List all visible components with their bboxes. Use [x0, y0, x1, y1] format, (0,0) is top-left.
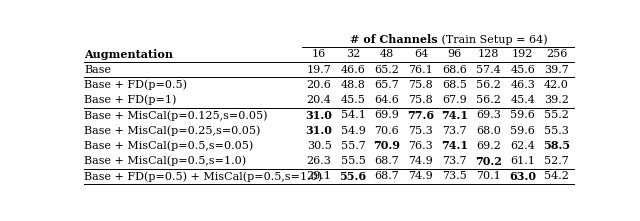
Text: Base + MisCal(p=0.125,s=0.05): Base + MisCal(p=0.125,s=0.05)	[84, 110, 268, 121]
Text: 192: 192	[512, 50, 533, 59]
Text: 54.9: 54.9	[340, 126, 365, 136]
Text: 46.3: 46.3	[510, 80, 535, 90]
Text: 75.8: 75.8	[408, 80, 433, 90]
Text: 73.7: 73.7	[442, 126, 467, 136]
Text: 54.2: 54.2	[544, 171, 569, 181]
Text: 56.2: 56.2	[476, 80, 501, 90]
Text: 67.9: 67.9	[442, 95, 467, 105]
Text: 65.7: 65.7	[374, 80, 399, 90]
Text: Base: Base	[84, 65, 111, 75]
Text: 70.9: 70.9	[374, 140, 401, 151]
Text: 74.1: 74.1	[442, 140, 468, 151]
Text: 62.4: 62.4	[510, 141, 535, 151]
Text: 55.6: 55.6	[339, 171, 367, 182]
Text: 96: 96	[448, 50, 462, 59]
Text: 68.7: 68.7	[374, 156, 399, 166]
Text: 64.6: 64.6	[374, 95, 399, 105]
Text: 45.5: 45.5	[340, 95, 365, 105]
Text: (Train Setup = 64): (Train Setup = 64)	[438, 34, 547, 44]
Text: 59.6: 59.6	[510, 126, 535, 136]
Text: 57.4: 57.4	[476, 65, 501, 75]
Text: 256: 256	[546, 50, 567, 59]
Text: 65.2: 65.2	[374, 65, 399, 75]
Text: 75.3: 75.3	[408, 126, 433, 136]
Text: 74.1: 74.1	[442, 110, 468, 121]
Text: 63.0: 63.0	[509, 171, 536, 182]
Text: Base + MisCal(p=0.5,s=1.0): Base + MisCal(p=0.5,s=1.0)	[84, 156, 246, 166]
Text: 30.5: 30.5	[307, 141, 332, 151]
Text: 128: 128	[478, 50, 499, 59]
Text: Base + FD(p=0.5): Base + FD(p=0.5)	[84, 80, 187, 90]
Text: 69.3: 69.3	[476, 110, 501, 120]
Text: 45.6: 45.6	[510, 65, 535, 75]
Text: 68.5: 68.5	[442, 80, 467, 90]
Text: 31.0: 31.0	[306, 110, 333, 121]
Text: Augmentation: Augmentation	[84, 49, 173, 60]
Text: 48: 48	[380, 50, 394, 59]
Text: # of Channels: # of Channels	[350, 34, 438, 45]
Text: Base + FD(p=0.5) + MisCal(p=0.5,s=1.0): Base + FD(p=0.5) + MisCal(p=0.5,s=1.0)	[84, 171, 322, 182]
Text: 70.6: 70.6	[374, 126, 399, 136]
Text: 45.4: 45.4	[510, 95, 535, 105]
Text: 54.1: 54.1	[340, 110, 365, 120]
Text: 64: 64	[414, 50, 428, 59]
Text: 59.6: 59.6	[510, 110, 535, 120]
Text: 42.0: 42.0	[544, 80, 569, 90]
Text: 55.3: 55.3	[544, 126, 569, 136]
Text: 20.6: 20.6	[307, 80, 332, 90]
Text: 55.7: 55.7	[340, 141, 365, 151]
Text: 31.0: 31.0	[306, 125, 333, 136]
Text: 29.1: 29.1	[307, 171, 332, 181]
Text: 32: 32	[346, 50, 360, 59]
Text: Base + MisCal(p=0.5,s=0.05): Base + MisCal(p=0.5,s=0.05)	[84, 141, 253, 151]
Text: 26.3: 26.3	[307, 156, 332, 166]
Text: 68.6: 68.6	[442, 65, 467, 75]
Text: 76.3: 76.3	[408, 141, 433, 151]
Text: 74.9: 74.9	[408, 156, 433, 166]
Text: 58.5: 58.5	[543, 140, 570, 151]
Text: 73.7: 73.7	[442, 156, 467, 166]
Text: 52.7: 52.7	[544, 156, 569, 166]
Text: 75.8: 75.8	[408, 95, 433, 105]
Text: 55.2: 55.2	[544, 110, 569, 120]
Text: 70.1: 70.1	[476, 171, 501, 181]
Text: 39.7: 39.7	[544, 65, 569, 75]
Text: 48.8: 48.8	[340, 80, 365, 90]
Text: 20.4: 20.4	[307, 95, 332, 105]
Text: 68.0: 68.0	[476, 126, 501, 136]
Text: 73.5: 73.5	[442, 171, 467, 181]
Text: 39.2: 39.2	[544, 95, 569, 105]
Text: Base + FD(p=1): Base + FD(p=1)	[84, 95, 177, 105]
Text: 55.5: 55.5	[340, 156, 365, 166]
Text: 68.7: 68.7	[374, 171, 399, 181]
Text: 69.2: 69.2	[476, 141, 501, 151]
Text: 46.6: 46.6	[340, 65, 365, 75]
Text: 74.9: 74.9	[408, 171, 433, 181]
Text: 70.2: 70.2	[476, 156, 502, 167]
Text: 76.1: 76.1	[408, 65, 433, 75]
Text: 61.1: 61.1	[510, 156, 535, 166]
Text: 69.9: 69.9	[374, 110, 399, 120]
Text: 19.7: 19.7	[307, 65, 332, 75]
Text: 56.2: 56.2	[476, 95, 501, 105]
Text: 77.6: 77.6	[407, 110, 435, 121]
Text: 16: 16	[312, 50, 326, 59]
Text: Base + MisCal(p=0.25,s=0.05): Base + MisCal(p=0.25,s=0.05)	[84, 125, 260, 136]
